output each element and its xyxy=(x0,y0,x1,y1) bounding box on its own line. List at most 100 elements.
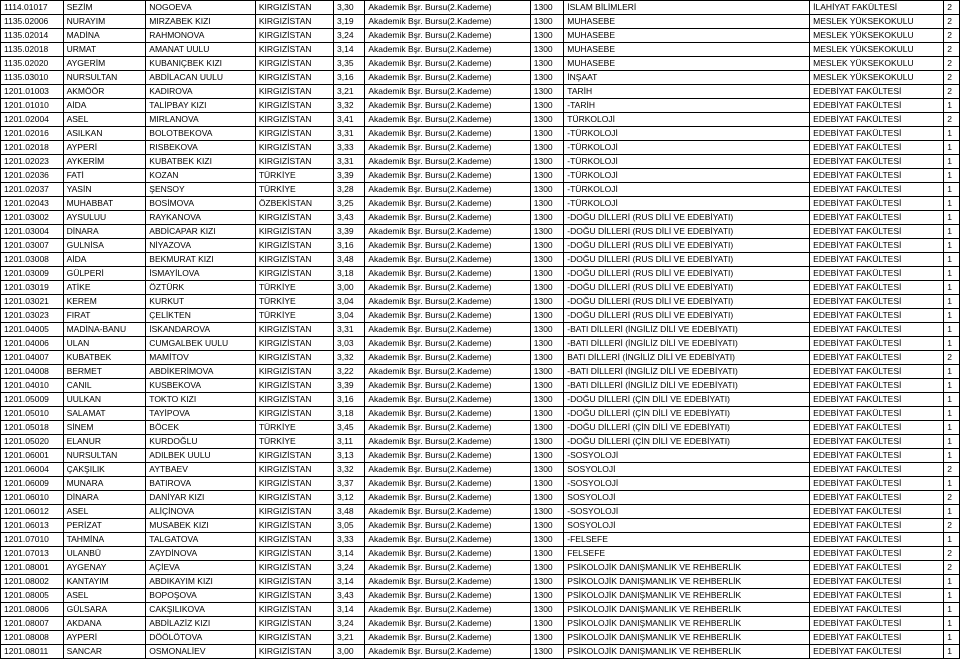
cell: Akademik Bşr. Bursu(2.Kademe) xyxy=(365,225,530,239)
cell: ABDİKERİMOVA xyxy=(146,365,256,379)
cell: NİYAZOVA xyxy=(146,239,256,253)
cell: 1 xyxy=(944,197,960,211)
cell: 1201.03002 xyxy=(1,211,64,225)
table-row: 1201.08002KANTAYIMABDIKAYIM KIZIKIRGIZİS… xyxy=(1,575,960,589)
cell: 3,16 xyxy=(334,393,365,407)
cell: TAYİPOVA xyxy=(146,407,256,421)
cell: EDEBİYAT FAKÜLTESİ xyxy=(810,127,944,141)
cell: KIRGIZİSTAN xyxy=(255,463,333,477)
cell: SEZİM xyxy=(63,1,146,15)
cell: -DOĞU DİLLERİ (RUS DİLİ VE EDEBİYATI) xyxy=(564,267,810,281)
cell: MESLEK YÜKSEKOKULU xyxy=(810,71,944,85)
cell: EDEBİYAT FAKÜLTESİ xyxy=(810,309,944,323)
cell: Akademik Bşr. Bursu(2.Kademe) xyxy=(365,435,530,449)
cell: -TARİH xyxy=(564,99,810,113)
cell: 1 xyxy=(944,281,960,295)
cell: 1 xyxy=(944,435,960,449)
cell: KIRGIZİSTAN xyxy=(255,407,333,421)
cell: EDEBİYAT FAKÜLTESİ xyxy=(810,267,944,281)
cell: EDEBİYAT FAKÜLTESİ xyxy=(810,407,944,421)
cell: 3,48 xyxy=(334,505,365,519)
cell: BERMET xyxy=(63,365,146,379)
cell: EDEBİYAT FAKÜLTESİ xyxy=(810,351,944,365)
cell: AYKERİM xyxy=(63,155,146,169)
cell: 2 xyxy=(944,15,960,29)
cell: KIRGIZİSTAN xyxy=(255,113,333,127)
cell: EDEBİYAT FAKÜLTESİ xyxy=(810,421,944,435)
table-row: 1201.08011SANCAROSMONALİEVKIRGIZİSTAN3,0… xyxy=(1,645,960,659)
cell: 1300 xyxy=(530,519,564,533)
cell: 1 xyxy=(944,421,960,435)
table-row: 1201.02037YASİNŞENSOYTÜRKİYE3,28Akademik… xyxy=(1,183,960,197)
cell: 2 xyxy=(944,57,960,71)
cell: KIRGIZİSTAN xyxy=(255,533,333,547)
cell: 1 xyxy=(944,365,960,379)
cell: MESLEK YÜKSEKOKULU xyxy=(810,43,944,57)
cell: Akademik Bşr. Bursu(2.Kademe) xyxy=(365,505,530,519)
cell: ÇAKŞILIK xyxy=(63,463,146,477)
cell: 3,25 xyxy=(334,197,365,211)
cell: -DOĞU DİLLERİ (ÇİN DİLİ VE EDEBİYATI) xyxy=(564,393,810,407)
cell: 1135.02018 xyxy=(1,43,64,57)
cell: -BATI DİLLERİ (İNGİLİZ DİLİ VE EDEBİYATI… xyxy=(564,323,810,337)
cell: KIRGIZİSTAN xyxy=(255,505,333,519)
cell: 1201.08011 xyxy=(1,645,64,659)
cell: 1 xyxy=(944,449,960,463)
cell: 1201.08002 xyxy=(1,575,64,589)
cell: KIRGIZİSTAN xyxy=(255,547,333,561)
cell: MIRLANOVA xyxy=(146,113,256,127)
table-row: 1201.08006GÜLSARACAKŞILIKOVAKIRGIZİSTAN3… xyxy=(1,603,960,617)
cell: KOZAN xyxy=(146,169,256,183)
cell: EDEBİYAT FAKÜLTESİ xyxy=(810,589,944,603)
cell: 3,12 xyxy=(334,491,365,505)
cell: Akademik Bşr. Bursu(2.Kademe) xyxy=(365,575,530,589)
cell: 2 xyxy=(944,351,960,365)
cell: Akademik Bşr. Bursu(2.Kademe) xyxy=(365,295,530,309)
cell: SALAMAT xyxy=(63,407,146,421)
cell: KIRGIZİSTAN xyxy=(255,491,333,505)
cell: 1201.02016 xyxy=(1,127,64,141)
cell: 1 xyxy=(944,309,960,323)
cell: 1201.05018 xyxy=(1,421,64,435)
cell: OSMONALİEV xyxy=(146,645,256,659)
cell: 1201.03021 xyxy=(1,295,64,309)
cell: Akademik Bşr. Bursu(2.Kademe) xyxy=(365,323,530,337)
cell: KIRGIZİSTAN xyxy=(255,575,333,589)
cell: -TÜRKOLOJİ xyxy=(564,197,810,211)
cell: Akademik Bşr. Bursu(2.Kademe) xyxy=(365,603,530,617)
cell: 1300 xyxy=(530,645,564,659)
cell: Akademik Bşr. Bursu(2.Kademe) xyxy=(365,267,530,281)
table-row: 1201.06012ASELALİÇİNOVAKIRGIZİSTAN3,48Ak… xyxy=(1,505,960,519)
cell: 1201.05009 xyxy=(1,393,64,407)
cell: 1 xyxy=(944,127,960,141)
cell: -DOĞU DİLLERİ (RUS DİLİ VE EDEBİYATI) xyxy=(564,239,810,253)
cell: -TÜRKOLOJİ xyxy=(564,155,810,169)
cell: KIRGIZİSTAN xyxy=(255,57,333,71)
cell: 1300 xyxy=(530,309,564,323)
cell: 1 xyxy=(944,295,960,309)
cell: 1 xyxy=(944,575,960,589)
cell: EDEBİYAT FAKÜLTESİ xyxy=(810,225,944,239)
cell: PSİKOLOJİK DANIŞMANLIK VE REHBERLİK xyxy=(564,575,810,589)
cell: SOSYOLOJİ xyxy=(564,463,810,477)
cell: 1300 xyxy=(530,57,564,71)
table-row: 1201.04007KUBATBEKMAMİTOVKIRGIZİSTAN3,32… xyxy=(1,351,960,365)
cell: EDEBİYAT FAKÜLTESİ xyxy=(810,253,944,267)
cell: -SOSYOLOJİ xyxy=(564,505,810,519)
cell: TÜRKİYE xyxy=(255,295,333,309)
cell: Akademik Bşr. Bursu(2.Kademe) xyxy=(365,463,530,477)
cell: 2 xyxy=(944,561,960,575)
cell: 3,31 xyxy=(334,323,365,337)
cell: GULNİSA xyxy=(63,239,146,253)
cell: 1300 xyxy=(530,477,564,491)
cell: EDEBİYAT FAKÜLTESİ xyxy=(810,169,944,183)
cell: DİNARA xyxy=(63,491,146,505)
cell: 1300 xyxy=(530,113,564,127)
cell: 3,04 xyxy=(334,295,365,309)
cell: 1 xyxy=(944,407,960,421)
cell: SOSYOLOJİ xyxy=(564,519,810,533)
cell: 1300 xyxy=(530,295,564,309)
table-row: 1201.06010DİNARADANİYAR KIZIKIRGIZİSTAN3… xyxy=(1,491,960,505)
cell: MESLEK YÜKSEKOKULU xyxy=(810,29,944,43)
cell: 3,24 xyxy=(334,617,365,631)
